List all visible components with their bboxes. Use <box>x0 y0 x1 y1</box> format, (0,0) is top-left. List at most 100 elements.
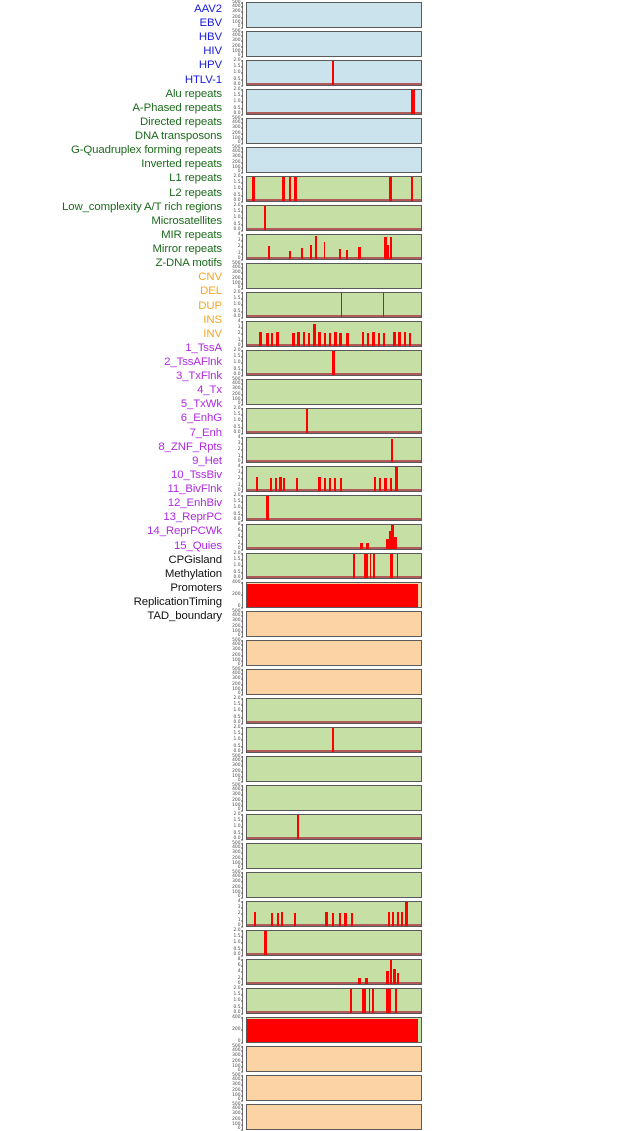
track-label-14-reprpcwk: 14_ReprPCWk <box>147 525 222 538</box>
y-tick-mark <box>241 40 243 42</box>
y-tick-label: 400 <box>232 873 241 879</box>
track-left-aav2: 500 400 300 200 100 0 <box>222 0 422 29</box>
y-tick-label: 100 <box>232 19 241 25</box>
y-tick-label: 0 <box>237 52 241 58</box>
y-tick-label: 2.0 <box>233 492 241 498</box>
y-tick-label: 2.0 <box>233 86 241 92</box>
data-bar <box>323 241 326 259</box>
data-bar <box>328 332 332 346</box>
y-tick-mark <box>241 101 243 103</box>
y-tick-mark <box>241 456 243 457</box>
track-label-1-tssa: 1_TssA <box>185 341 222 354</box>
y-tick-mark <box>241 994 243 995</box>
y-tick-mark <box>241 72 243 74</box>
y-axis: 2.0 1.5 1.0 0.5 0.0 <box>222 812 243 841</box>
y-tick-label: 400 <box>232 264 241 270</box>
y-tick-mark <box>241 156 243 158</box>
track-left-dup: 500 400 300 200 100 0 <box>222 609 422 638</box>
data-bar <box>292 332 295 346</box>
y-tick-label: 0.5 <box>233 424 241 430</box>
y-tick-label: 1.0 <box>233 98 241 104</box>
y-axis-spine <box>242 611 243 637</box>
data-bar <box>325 912 328 926</box>
track-label-mir-repeats: MIR repeats <box>161 228 222 241</box>
data-bar <box>396 554 399 578</box>
plot-area <box>246 1046 422 1072</box>
track-label-ebv: EBV <box>199 17 223 30</box>
y-tick-label: 1.5 <box>233 817 241 823</box>
track-left-6-enhg: 500 400 300 200 100 0 <box>222 841 422 870</box>
data-bar <box>297 815 300 839</box>
y-tick-mark <box>241 2 243 3</box>
plot-area <box>246 1017 422 1043</box>
y-tick-label: 0.0 <box>233 719 241 725</box>
data-bar <box>389 960 393 984</box>
y-tick-label: 300 <box>232 9 241 15</box>
y-tick-mark <box>241 698 243 699</box>
y-tick-mark <box>241 437 243 438</box>
data-bar <box>403 332 407 346</box>
plot-area <box>246 901 422 927</box>
y-tick-mark <box>241 733 243 734</box>
plot-area <box>246 350 422 376</box>
track-left-4-tx: 500 400 300 200 100 0 <box>222 783 422 812</box>
y-tick-label: 1.0 <box>233 997 241 1003</box>
y-tick-label: 0.0 <box>233 81 241 87</box>
track-label-hbv: HBV <box>198 31 222 44</box>
data-bar <box>389 236 393 259</box>
y-tick-mark <box>241 443 243 444</box>
data-bar <box>339 249 342 259</box>
data-bar <box>288 177 291 201</box>
y-tick-label: 400 <box>232 1105 241 1111</box>
track-label-a-phased-repeats: A-Phased repeats <box>132 101 222 114</box>
y-tick-mark <box>241 1066 243 1068</box>
y-tick-label: 3 <box>237 237 241 243</box>
track-label-l1-repeats: L1 repeats <box>169 172 222 185</box>
y-tick-label: 0.0 <box>233 574 241 580</box>
y-tick-label: 200 <box>232 159 241 165</box>
y-tick-mark <box>241 615 243 617</box>
y-tick-mark <box>241 794 243 796</box>
data-bar <box>276 912 279 926</box>
y-tick-label: 0.5 <box>233 105 241 111</box>
baseline <box>247 431 421 433</box>
track-label-4-tx: 4_Tx <box>197 384 222 397</box>
data-bar <box>264 206 267 230</box>
baseline <box>247 837 421 839</box>
data-bar <box>373 554 375 578</box>
y-axis: 500 400 300 200 100 0 <box>222 377 243 406</box>
y-tick-mark <box>241 162 243 164</box>
y-tick-label: 0.5 <box>233 569 241 575</box>
y-tick-mark <box>241 369 243 370</box>
plot-area <box>246 2 422 28</box>
y-tick-mark <box>241 655 243 657</box>
plot-area <box>246 582 422 608</box>
y-axis: 500 400 300 200 100 0 <box>222 667 243 696</box>
y-tick-label: 1.0 <box>233 359 241 365</box>
data-bar <box>295 477 298 491</box>
y-tick-mark <box>241 887 243 889</box>
y-tick-label: 400 <box>232 380 241 386</box>
data-bar <box>358 247 361 259</box>
plot-area <box>246 437 422 463</box>
y-tick-label: 0 <box>237 487 241 493</box>
y-tick-label: 200 <box>232 1026 241 1032</box>
data-bar <box>386 538 389 549</box>
y-tick-label: 500 <box>232 28 241 34</box>
track-label-del: DEL <box>200 285 222 298</box>
y-axis: 2.0 1.5 1.0 0.5 0.0 <box>222 551 243 580</box>
data-bar <box>398 332 402 346</box>
y-tick-mark <box>241 805 243 807</box>
y-axis-spine <box>242 2 243 28</box>
y-tick-label: 1.0 <box>233 939 241 945</box>
y-tick-label: 200 <box>232 623 241 629</box>
y-tick-mark <box>241 559 243 560</box>
plot-area <box>246 89 422 115</box>
y-tick-mark <box>241 1042 243 1043</box>
y-tick-mark <box>241 673 243 675</box>
data-bar <box>391 439 394 462</box>
track-left-htlv-1: 500 400 300 200 100 0 <box>222 145 422 174</box>
data-bar <box>344 912 347 926</box>
